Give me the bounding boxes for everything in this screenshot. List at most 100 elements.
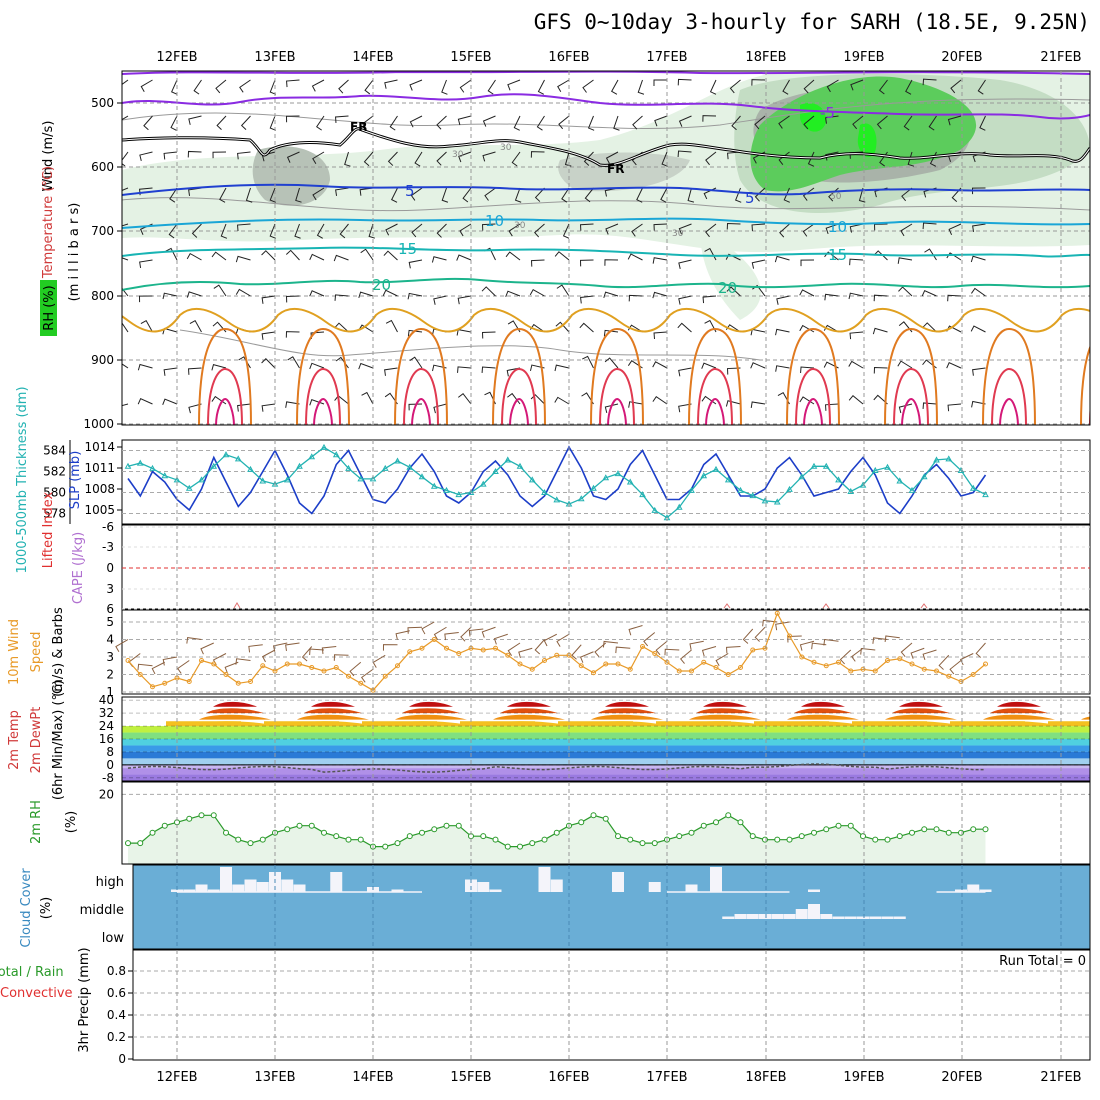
10m-wind-barb	[395, 630, 410, 640]
wind-barb	[433, 295, 447, 305]
wind-barb	[903, 115, 913, 131]
wind-barb	[441, 187, 449, 203]
rh2m-fill	[128, 815, 986, 864]
wind-barb	[261, 358, 276, 369]
pressure-axis: 500 600 700 800 900 1000	[83, 96, 122, 431]
thickness-marker	[737, 486, 744, 493]
temperature-band	[122, 768, 1090, 775]
date-label: 20FEB	[941, 50, 982, 65]
high-cloud-bar	[171, 889, 183, 892]
rh-marker	[896, 833, 903, 840]
bottom-date-axis: 12FEB 13FEB 14FEB 15FEB 16FEB 17FEB 18FEB 19FEB…	[156, 1070, 1081, 1085]
rh-marker	[333, 833, 340, 840]
temperature-max-lobe	[213, 701, 257, 707]
rh-marker	[627, 836, 634, 843]
10m-wind-barb	[534, 639, 545, 655]
wind-tick-label: 1	[106, 685, 114, 699]
thickness-marker	[871, 466, 879, 473]
wind-barb	[458, 393, 472, 405]
wind-marker	[223, 672, 229, 677]
wind-barb	[946, 361, 962, 369]
wind-barb	[285, 401, 300, 408]
temp-contour-10	[122, 217, 1090, 229]
rh-light-region-low	[700, 230, 761, 320]
wind-marker	[199, 658, 204, 663]
thickness-marker	[161, 472, 169, 479]
wind-tick-label: 3	[106, 650, 114, 664]
wind-barb	[414, 151, 423, 167]
temperature-min-band	[362, 721, 437, 727]
rh-marker	[235, 836, 242, 843]
middle-cloud-bar	[722, 916, 735, 919]
rh-marker	[676, 833, 683, 840]
wind-barb	[235, 255, 251, 263]
wind-barb	[245, 187, 253, 203]
wind-barb	[554, 364, 570, 372]
10m-wind-barb	[959, 653, 974, 666]
date-label: 20FEB	[941, 1070, 982, 1085]
cape-marker	[920, 603, 928, 609]
wind-barb	[211, 363, 227, 371]
wind-barb	[122, 322, 129, 333]
wind-barb	[385, 223, 398, 236]
wind-barb	[191, 223, 202, 238]
warm-contour-lobe	[198, 327, 252, 425]
thickness-marker	[479, 480, 487, 487]
wind-barb	[239, 79, 251, 93]
10m-wind-barb	[701, 646, 717, 657]
rh-marker	[492, 836, 499, 843]
middle-cloud-bar	[832, 916, 845, 919]
wind-barb	[237, 403, 251, 412]
wind-barb	[140, 79, 153, 92]
contour-label-5: 5	[745, 189, 755, 207]
wind-barb	[187, 367, 202, 375]
wind-tick-label: 4	[106, 633, 114, 647]
rh-marker	[308, 822, 315, 829]
wind-barb	[335, 187, 349, 196]
10m-wind-barb	[285, 642, 300, 651]
rh-marker	[700, 822, 707, 829]
rh-contour	[179, 329, 761, 361]
wind-barb	[579, 259, 594, 267]
thickness-marker	[308, 453, 316, 460]
wind-barb	[368, 223, 375, 239]
temp-tick-label: 32	[99, 706, 114, 720]
warm-contour-lobe	[411, 397, 431, 425]
thickness-marker	[933, 456, 940, 463]
wind-barb	[562, 223, 570, 239]
wind-barb	[971, 287, 986, 297]
cape-marker	[723, 603, 731, 609]
wind-barb	[168, 223, 178, 239]
rh-label-50: 50	[830, 192, 842, 202]
wind-barb	[269, 187, 276, 203]
wind-barb	[286, 79, 300, 88]
wind-marker	[627, 666, 633, 672]
10m-wind-barb	[664, 648, 680, 656]
wind-barb	[436, 223, 447, 238]
rh-marker	[443, 822, 450, 829]
wind-marker	[358, 680, 364, 686]
wind-barb	[312, 187, 325, 201]
temp-tick-label: 8	[106, 745, 114, 759]
10m-wind-barb	[742, 628, 754, 644]
temperature-band	[122, 739, 1090, 746]
wind-barb	[409, 115, 423, 128]
wind-barb	[970, 255, 986, 263]
thickness-marker	[247, 465, 254, 472]
wind-barb	[122, 223, 129, 227]
wind-barb	[948, 223, 962, 236]
wind-barb	[408, 403, 423, 411]
warm-contour-lobe	[313, 397, 333, 425]
wind-barb	[122, 363, 129, 369]
wind-barb	[604, 357, 619, 369]
wind-barb	[921, 289, 937, 297]
thickness-marker	[553, 496, 561, 503]
temperature-band	[122, 732, 1090, 739]
wind-marker	[872, 668, 878, 674]
10m-wind-barb	[543, 633, 557, 647]
wind-barb	[122, 115, 129, 121]
wind-barb	[238, 356, 251, 369]
date-label: 13FEB	[254, 1070, 295, 1085]
wind-barb	[360, 248, 374, 261]
cape-marker	[233, 602, 241, 609]
